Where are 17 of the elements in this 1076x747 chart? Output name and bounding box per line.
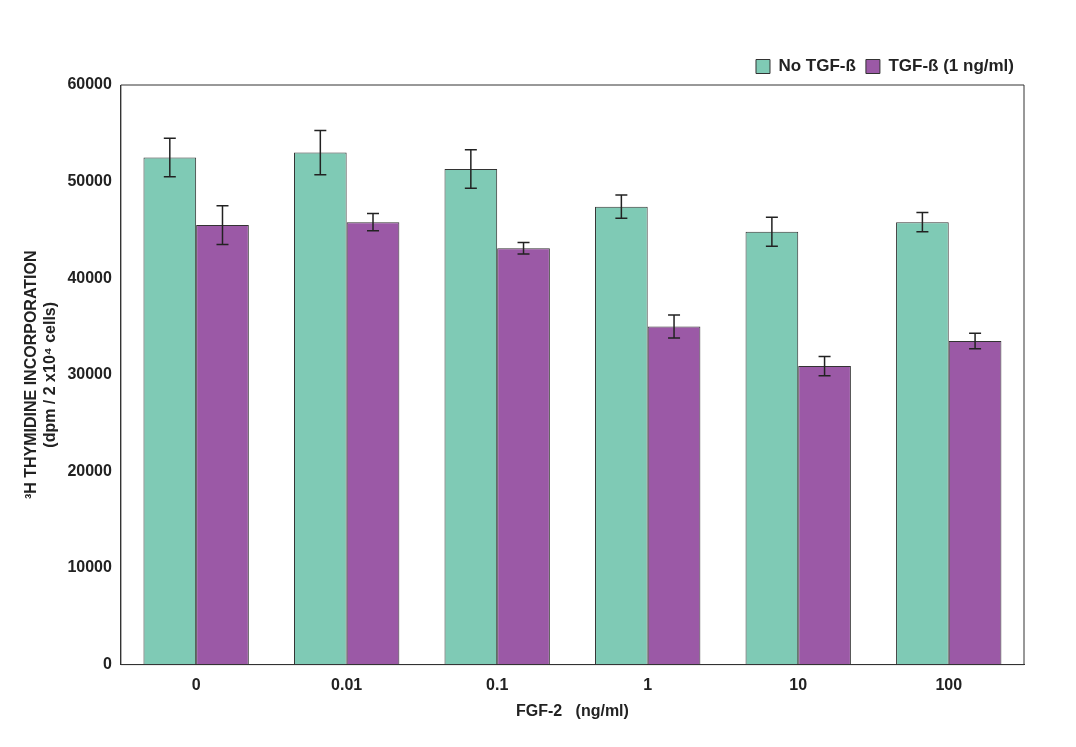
y-tick-label: 20000 [67, 461, 112, 479]
x-tick-label: 1 [643, 675, 653, 693]
x-tick-label: 10 [789, 675, 808, 693]
x-axis-title: FGF-2 (ng/ml) [516, 701, 629, 719]
y-axis-title: ³H THYMIDINE INCORPORATION (dpm / 2 x10⁴ cells) [22, 250, 59, 500]
y-tick-label: 10000 [67, 558, 112, 576]
y-tick-label: 50000 [67, 172, 112, 190]
x-tick-label: 100 [935, 675, 963, 693]
legend-label: TGF-ß (1 ng/ml) [888, 56, 1014, 76]
x-tick-label: 0.01 [331, 675, 363, 693]
x-tick-label: 0 [191, 675, 201, 693]
y-tick-label: 40000 [67, 268, 112, 286]
y-tick-label: 30000 [67, 365, 112, 383]
legend-label: No TGF-ß [778, 56, 856, 76]
y-tick-label: 0 [102, 655, 112, 673]
x-tick-label: 0.1 [486, 675, 509, 693]
y-tick-label: 60000 [67, 75, 112, 93]
